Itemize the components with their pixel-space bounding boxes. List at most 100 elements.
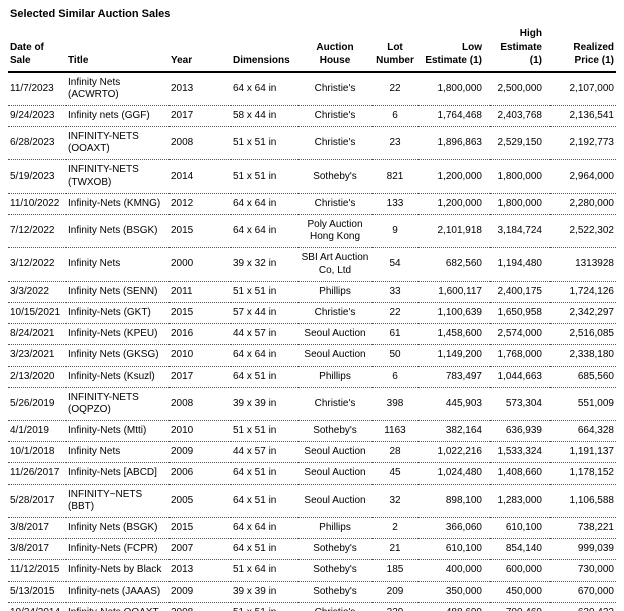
cell-year: 2015 [169,214,231,249]
cell-title: INFINITY-NETS (OOAXT) [66,126,169,161]
cell-title: Infinity-Nets OOAXT [66,602,169,611]
cell-high-estimate: 1,800,000 [490,159,550,194]
cell-title: Infinity-Nets (GKT) [66,302,169,325]
table-row: 3/23/2021 Infinity Nets (GKSG) 2010 64 x 64… [8,344,616,367]
cell-high-estimate: 3,184,724 [490,214,550,249]
cell-auction-house: Poly Auction Hong Kong [298,214,372,249]
cell-low-estimate: 898,100 [418,484,490,519]
cell-year: 2014 [169,159,231,194]
cell-realized-price: 730,000 [550,559,616,582]
table-row: 11/7/2023 Infinity Nets (ACWRTO) 2013 64 x … [8,71,616,106]
cell-low-estimate: 1,200,000 [418,159,490,194]
cell-realized-price: 1313928 [550,247,616,282]
cell-title: Infinity-Nets (KMNG) [66,193,169,216]
table-row: 11/10/2022 Infinity-Nets (KMNG) 2012 64 x 6… [8,193,616,216]
cell-auction-house: Sotheby's [298,538,372,561]
cell-lot-number: 133 [372,193,418,216]
cell-dimensions: 64 x 64 in [231,71,298,106]
cell-date-of-sale: 10/15/2021 [8,302,66,325]
cell-dimensions: 64 x 51 in [231,462,298,485]
cell-dimensions: 39 x 39 in [231,581,298,603]
cell-dimensions: 64 x 51 in [231,366,298,388]
cell-dimensions: 51 x 51 in [231,159,298,194]
cell-dimensions: 64 x 64 in [231,193,298,216]
cell-date-of-sale: 2/13/2020 [8,366,66,388]
cell-date-of-sale: 11/7/2023 [8,71,66,106]
cell-year: 2017 [169,105,231,128]
cell-high-estimate: 2,400,175 [490,281,550,303]
cell-auction-house: Sotheby's [298,420,372,443]
table-header-row: Date of Sale Title Year Dimensions Aucti… [8,27,616,73]
cell-year: 2000 [169,247,231,282]
cell-year: 2013 [169,559,231,582]
cell-auction-house: Sotheby's [298,159,372,194]
cell-high-estimate: 1,768,000 [490,344,550,367]
cell-year: 2011 [169,281,231,303]
table-row: 9/24/2023 Infinity nets (GGF) 2017 58 x 44 … [8,105,616,128]
cell-dimensions: 44 x 57 in [231,323,298,346]
cell-lot-number: 1163 [372,420,418,443]
cell-title: Infinity Nets (GKSG) [66,344,169,367]
cell-date-of-sale: 9/24/2023 [8,105,66,128]
cell-low-estimate: 1,896,863 [418,126,490,161]
cell-year: 2006 [169,462,231,485]
cell-title: Infinity Nets (SENN) [66,281,169,303]
cell-title: Infinity Nets [66,247,169,282]
cell-realized-price: 2,964,000 [550,159,616,194]
cell-realized-price: 2,192,773 [550,126,616,161]
cell-year: 2017 [169,366,231,388]
cell-lot-number: 229 [372,602,418,611]
cell-high-estimate: 1,408,660 [490,462,550,485]
cell-lot-number: 50 [372,344,418,367]
cell-high-estimate: 610,100 [490,517,550,540]
cell-low-estimate: 1,600,117 [418,281,490,303]
cell-realized-price: 685,560 [550,366,616,388]
cell-lot-number: 54 [372,247,418,282]
cell-auction-house: Seoul Auction [298,462,372,485]
cell-auction-house: Seoul Auction [298,484,372,519]
cell-auction-house: Phillips [298,366,372,388]
cell-date-of-sale: 6/28/2023 [8,126,66,161]
cell-dimensions: 51 x 51 in [231,602,298,611]
cell-realized-price: 664,328 [550,420,616,443]
cell-low-estimate: 1,800,000 [418,71,490,106]
cell-auction-house: Seoul Auction [298,344,372,367]
table-row: 3/12/2022 Infinity Nets 2000 39 x 32 in SBI … [8,247,616,282]
cell-high-estimate: 636,939 [490,420,550,443]
cell-realized-price: 551,009 [550,387,616,422]
cell-lot-number: 9 [372,214,418,249]
cell-year: 2015 [169,517,231,540]
cell-high-estimate: 2,500,000 [490,71,550,106]
cell-dimensions: 51 x 64 in [231,559,298,582]
cell-year: 2008 [169,126,231,161]
table-row: 2/13/2020 Infinity-Nets (Ksuzl) 2017 64 x 5… [8,366,616,388]
cell-realized-price: 2,342,297 [550,302,616,325]
cell-auction-house: Christie's [298,302,372,325]
cell-high-estimate: 1,044,663 [490,366,550,388]
column-header-high-estimate: High Estimate (1) [490,27,550,73]
cell-auction-house: Sotheby's [298,559,372,582]
cell-year: 2016 [169,323,231,346]
cell-dimensions: 51 x 51 in [231,126,298,161]
cell-low-estimate: 1,100,639 [418,302,490,325]
cell-title: INFINITY~NETS (BBT) [66,484,169,519]
cell-lot-number: 2 [372,517,418,540]
cell-high-estimate: 1,194,480 [490,247,550,282]
cell-auction-house: Christie's [298,105,372,128]
cell-lot-number: 821 [372,159,418,194]
column-header-lot-number: Lot Number [372,27,418,73]
cell-low-estimate: 1,458,600 [418,323,490,346]
cell-dimensions: 39 x 39 in [231,387,298,422]
cell-high-estimate: 573,304 [490,387,550,422]
cell-low-estimate: 2,101,918 [418,214,490,249]
cell-title: Infinity-Nets (Ksuzl) [66,366,169,388]
table-row: 8/24/2021 Infinity-Nets (KPEU) 2016 44 x 57… [8,323,616,346]
cell-lot-number: 185 [372,559,418,582]
cell-lot-number: 398 [372,387,418,422]
cell-high-estimate: 2,574,000 [490,323,550,346]
cell-date-of-sale: 8/24/2021 [8,323,66,346]
table-row: 3/8/2017 Infinity-Nets (FCPR) 2007 64 x 51 … [8,538,616,561]
cell-low-estimate: 1,764,468 [418,105,490,128]
cell-title: Infinity nets (GGF) [66,105,169,128]
